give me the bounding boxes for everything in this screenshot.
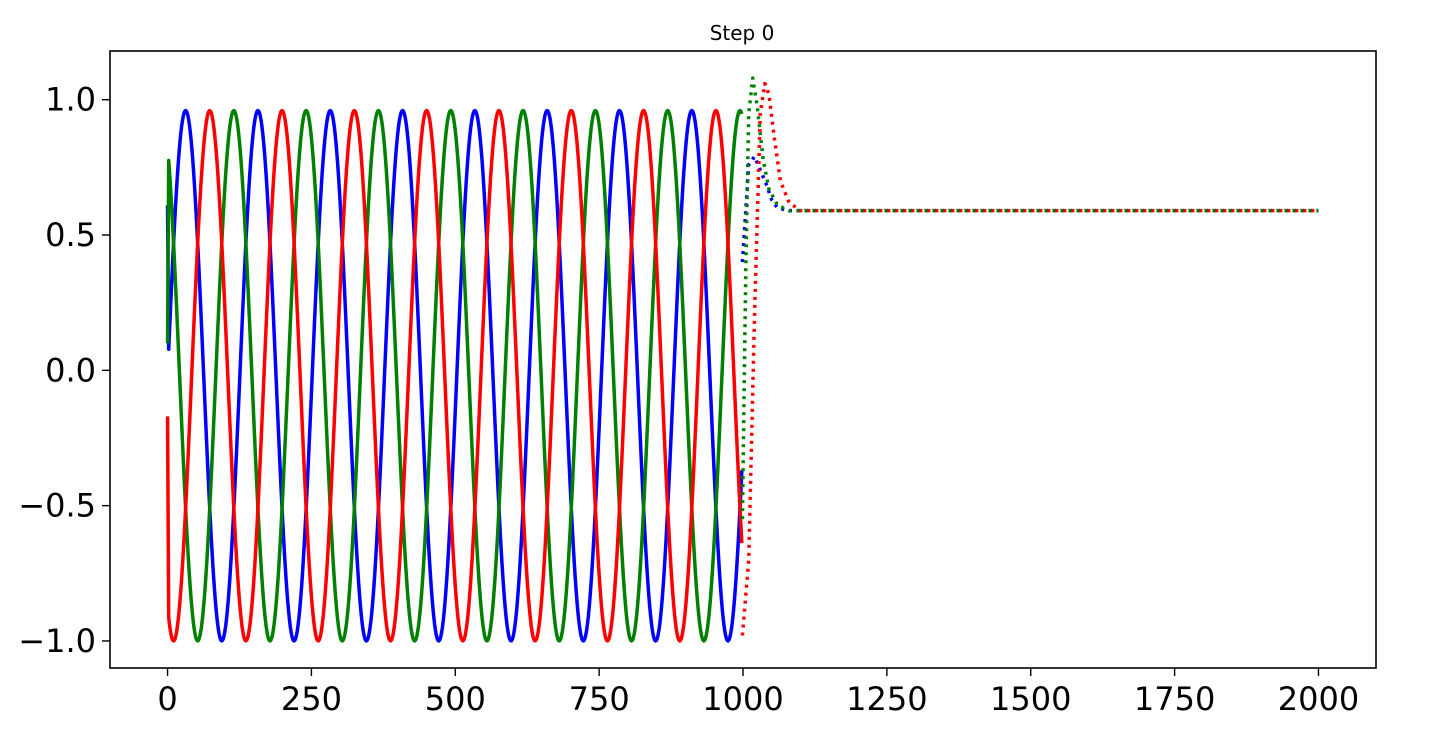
x-tick-label: 1250 — [846, 680, 927, 718]
y-tick-label: −1.0 — [18, 622, 96, 660]
y-ticks: −1.0 −0.5 0.0 0.5 1.0 — [18, 81, 110, 660]
x-tick-label: 1500 — [990, 680, 1071, 718]
x-tick-label: 2000 — [1278, 680, 1359, 718]
chart-title: Step 0 — [710, 21, 775, 45]
y-tick-label: 0.5 — [45, 216, 96, 254]
x-tick-label: 0 — [157, 680, 177, 718]
x-tick-label: 250 — [281, 680, 342, 718]
series-line-2 — [165, 108, 744, 643]
series-line-4 — [740, 76, 1319, 520]
y-tick-label: −0.5 — [18, 487, 96, 525]
x-axis-label: x — [736, 729, 748, 735]
y-tick-label: 1.0 — [45, 81, 96, 119]
series-layer — [165, 76, 1319, 643]
x-tick-label: 500 — [425, 680, 486, 718]
x-ticks: 0 250 500 750 1000 1250 1500 1750 2000 — [157, 668, 1359, 718]
x-tick-label: 1000 — [702, 680, 783, 718]
series-line-0 — [165, 108, 744, 643]
x-tick-label: 1750 — [1134, 680, 1215, 718]
x-tick-label: 750 — [569, 680, 630, 718]
y-tick-label: 0.0 — [45, 351, 96, 389]
series-line-1 — [165, 108, 744, 643]
